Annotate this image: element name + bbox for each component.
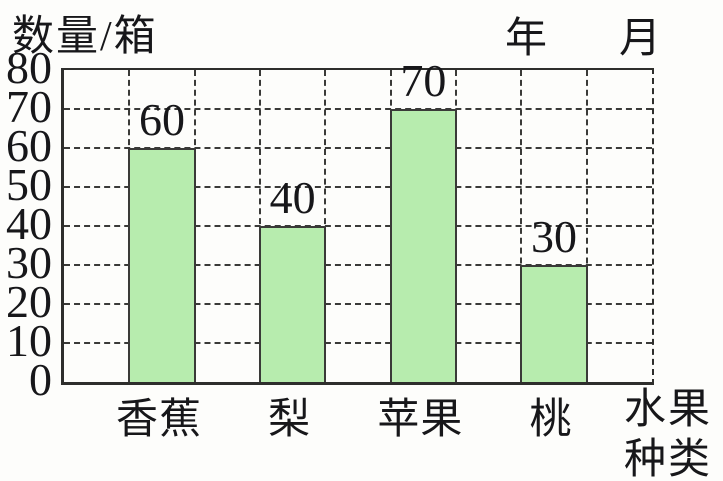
gridline-horizontal [64,225,652,227]
bar-value-label: 40 [269,172,316,223]
bar-4 [520,265,588,382]
gridline-horizontal [64,108,652,110]
bar-value-label: 60 [139,94,185,145]
gridline-horizontal [64,303,652,305]
gridline-vertical [585,70,588,382]
x-category-label: 桃 [529,397,573,443]
x-category-label: 苹果 [377,397,464,443]
date-label: 年月 [505,4,661,65]
gridline-horizontal [64,147,652,149]
y-tick-label: 0 [29,354,52,405]
y-tick-label: 80 [6,42,52,93]
plot-area: 60 40 70 30 [61,58,654,385]
x-category-label: 香蕉 [115,397,203,443]
y-tick-label: 10 [6,315,52,366]
year-label: 年 [505,16,548,62]
bar-3 [389,109,457,382]
x-axis-title-line1: 水果 [624,387,713,433]
gridline-vertical [520,70,523,382]
y-axis-title: 数量/箱 [12,14,158,60]
y-tick-label: 70 [6,81,52,132]
month-label: 月 [619,16,662,62]
x-axis-title-line2: 种类 [624,437,713,481]
bar-value-label: 30 [531,211,577,262]
gridline-horizontal [64,342,652,344]
bar-2 [259,226,327,382]
x-category-label: 梨 [268,397,312,443]
y-tick-label: 40 [6,198,52,249]
bar-1 [128,148,196,382]
gridline-horizontal [64,264,652,266]
bar-value-label: 70 [400,55,447,106]
y-tick-label: 50 [6,159,52,210]
y-tick-label: 30 [6,237,52,288]
y-tick-label: 60 [6,120,52,171]
y-tick-label: 20 [6,276,52,327]
x-axis-title: 水果 种类 [624,385,712,481]
gridline-horizontal [64,186,652,188]
